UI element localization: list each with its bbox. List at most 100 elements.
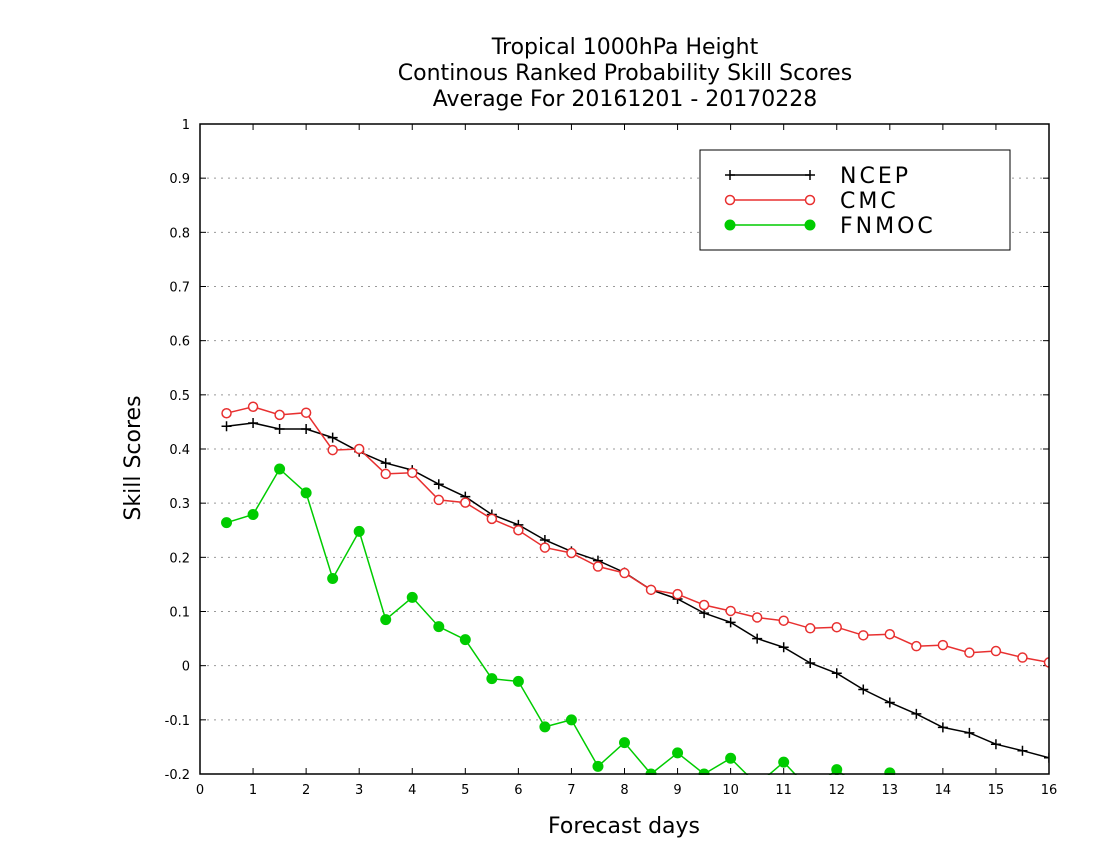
ncep-point bbox=[327, 432, 338, 443]
cmc-point bbox=[592, 561, 604, 572]
y-tick-label: 0.1 bbox=[169, 606, 190, 621]
cmc-point bbox=[858, 630, 869, 641]
ncep-point bbox=[1044, 752, 1049, 763]
fnmoc-point bbox=[858, 785, 868, 795]
ncep-point bbox=[221, 421, 232, 432]
y-tick-label: 1 bbox=[182, 118, 190, 133]
fnmoc-point bbox=[380, 614, 392, 626]
cmc-point bbox=[937, 639, 949, 651]
cmc-point bbox=[221, 408, 232, 419]
ncep-point bbox=[937, 722, 948, 733]
cmc-point bbox=[460, 497, 471, 508]
fnmoc-point bbox=[565, 714, 577, 726]
ncep-point bbox=[778, 642, 789, 653]
ncep-point bbox=[433, 479, 444, 490]
y-tick-label: 0.4 bbox=[169, 443, 190, 458]
cmc-point bbox=[247, 401, 259, 412]
y-tick-label: 0.7 bbox=[169, 281, 190, 296]
ncep-point bbox=[725, 617, 736, 628]
series-group bbox=[221, 401, 1049, 795]
fnmoc-point bbox=[619, 737, 630, 749]
x-tick-label: 3 bbox=[355, 783, 363, 798]
fnmoc-point bbox=[327, 572, 339, 584]
fnmoc-point bbox=[752, 780, 762, 790]
y-axis-ticks: 1 0.9 0.8 0.7 0.6 0.5 0.4 0.3 0.2 0.1 0 -0.1 -0.2 bbox=[165, 118, 1049, 783]
cmc-point bbox=[884, 629, 896, 640]
cmc-point bbox=[964, 647, 975, 658]
y-tick-label: 0.6 bbox=[169, 335, 190, 350]
series-fnmoc bbox=[221, 463, 896, 795]
cmc-point bbox=[513, 525, 524, 536]
x-tick-label: 9 bbox=[673, 783, 681, 798]
cmc-point bbox=[831, 621, 842, 633]
legend-cmc-point bbox=[804, 194, 816, 206]
fnmoc-point bbox=[221, 517, 233, 529]
x-tick-label: 13 bbox=[882, 783, 899, 798]
y-tick-label: 0 bbox=[182, 660, 190, 675]
chart-subtitle: Continous Ranked Probability Skill Score… bbox=[397, 61, 853, 86]
y-tick-label: -0.1 bbox=[165, 714, 190, 729]
cmc-point bbox=[778, 615, 789, 626]
ncep-point bbox=[380, 458, 391, 469]
cmc-point bbox=[486, 513, 498, 525]
cmc-point bbox=[300, 407, 312, 418]
cmc-line bbox=[226, 406, 1049, 664]
x-tick-label: 14 bbox=[935, 783, 952, 798]
cmc-point bbox=[645, 584, 657, 596]
ncep-point bbox=[752, 633, 763, 644]
cmc-point bbox=[698, 599, 710, 611]
x-tick-label: 1 bbox=[249, 783, 257, 798]
y-tick-label: -0.2 bbox=[165, 768, 190, 783]
ncep-point bbox=[858, 684, 869, 695]
legend-label-fnmoc: FNMOC bbox=[840, 214, 936, 239]
y-tick-label: 0.2 bbox=[169, 551, 190, 566]
x-tick-label: 15 bbox=[988, 783, 1005, 798]
chart-title: Tropical 1000hPa Height bbox=[491, 35, 759, 60]
x-tick-label: 4 bbox=[408, 783, 416, 798]
series-ncep bbox=[221, 418, 1049, 763]
cmc-point bbox=[433, 494, 445, 506]
x-tick-label: 16 bbox=[1041, 783, 1058, 798]
legend-ncep-point bbox=[805, 170, 815, 180]
x-tick-label: 5 bbox=[461, 783, 469, 798]
fnmoc-point bbox=[592, 760, 604, 772]
fnmoc-point bbox=[778, 756, 790, 768]
cmc-point bbox=[353, 443, 365, 455]
cmc-point bbox=[274, 409, 285, 421]
ncep-point bbox=[248, 418, 259, 428]
x-tick-label: 7 bbox=[567, 783, 575, 798]
fnmoc-point bbox=[353, 525, 365, 537]
cmc-point bbox=[380, 468, 391, 480]
x-tick-label: 10 bbox=[722, 783, 739, 798]
x-axis-label: Forecast days bbox=[548, 814, 700, 839]
x-tick-label: 12 bbox=[828, 783, 845, 798]
fnmoc-point bbox=[672, 747, 684, 759]
ncep-point bbox=[990, 739, 1001, 750]
y-tick-label: 0.9 bbox=[169, 172, 190, 187]
ncep-point bbox=[911, 708, 922, 719]
chart-title-block: Tropical 1000hPa Height Continous Ranked… bbox=[200, 35, 1050, 113]
cmc-point bbox=[725, 605, 736, 617]
fnmoc-point bbox=[459, 634, 471, 646]
ncep-point bbox=[964, 727, 975, 738]
fnmoc-point bbox=[512, 675, 524, 687]
legend-ncep-point bbox=[725, 170, 735, 180]
cmc-point bbox=[751, 612, 763, 623]
legend-fnmoc-point bbox=[724, 219, 736, 231]
grid-lines bbox=[200, 177, 1049, 721]
fnmoc-point bbox=[805, 785, 815, 795]
ncep-point bbox=[805, 657, 816, 668]
cmc-point bbox=[804, 623, 816, 634]
fnmoc-point bbox=[831, 764, 843, 775]
cmc-point bbox=[539, 542, 551, 553]
x-tick-label: 11 bbox=[775, 783, 792, 798]
fnmoc-point bbox=[433, 621, 445, 633]
y-tick-label: 0.3 bbox=[169, 497, 190, 512]
ncep-line bbox=[226, 422, 1049, 759]
cmc-point bbox=[566, 547, 577, 559]
x-tick-label: 8 bbox=[620, 783, 628, 798]
y-tick-label: 0.8 bbox=[169, 226, 190, 241]
cmc-point bbox=[327, 444, 338, 456]
cmc-point bbox=[619, 567, 630, 579]
